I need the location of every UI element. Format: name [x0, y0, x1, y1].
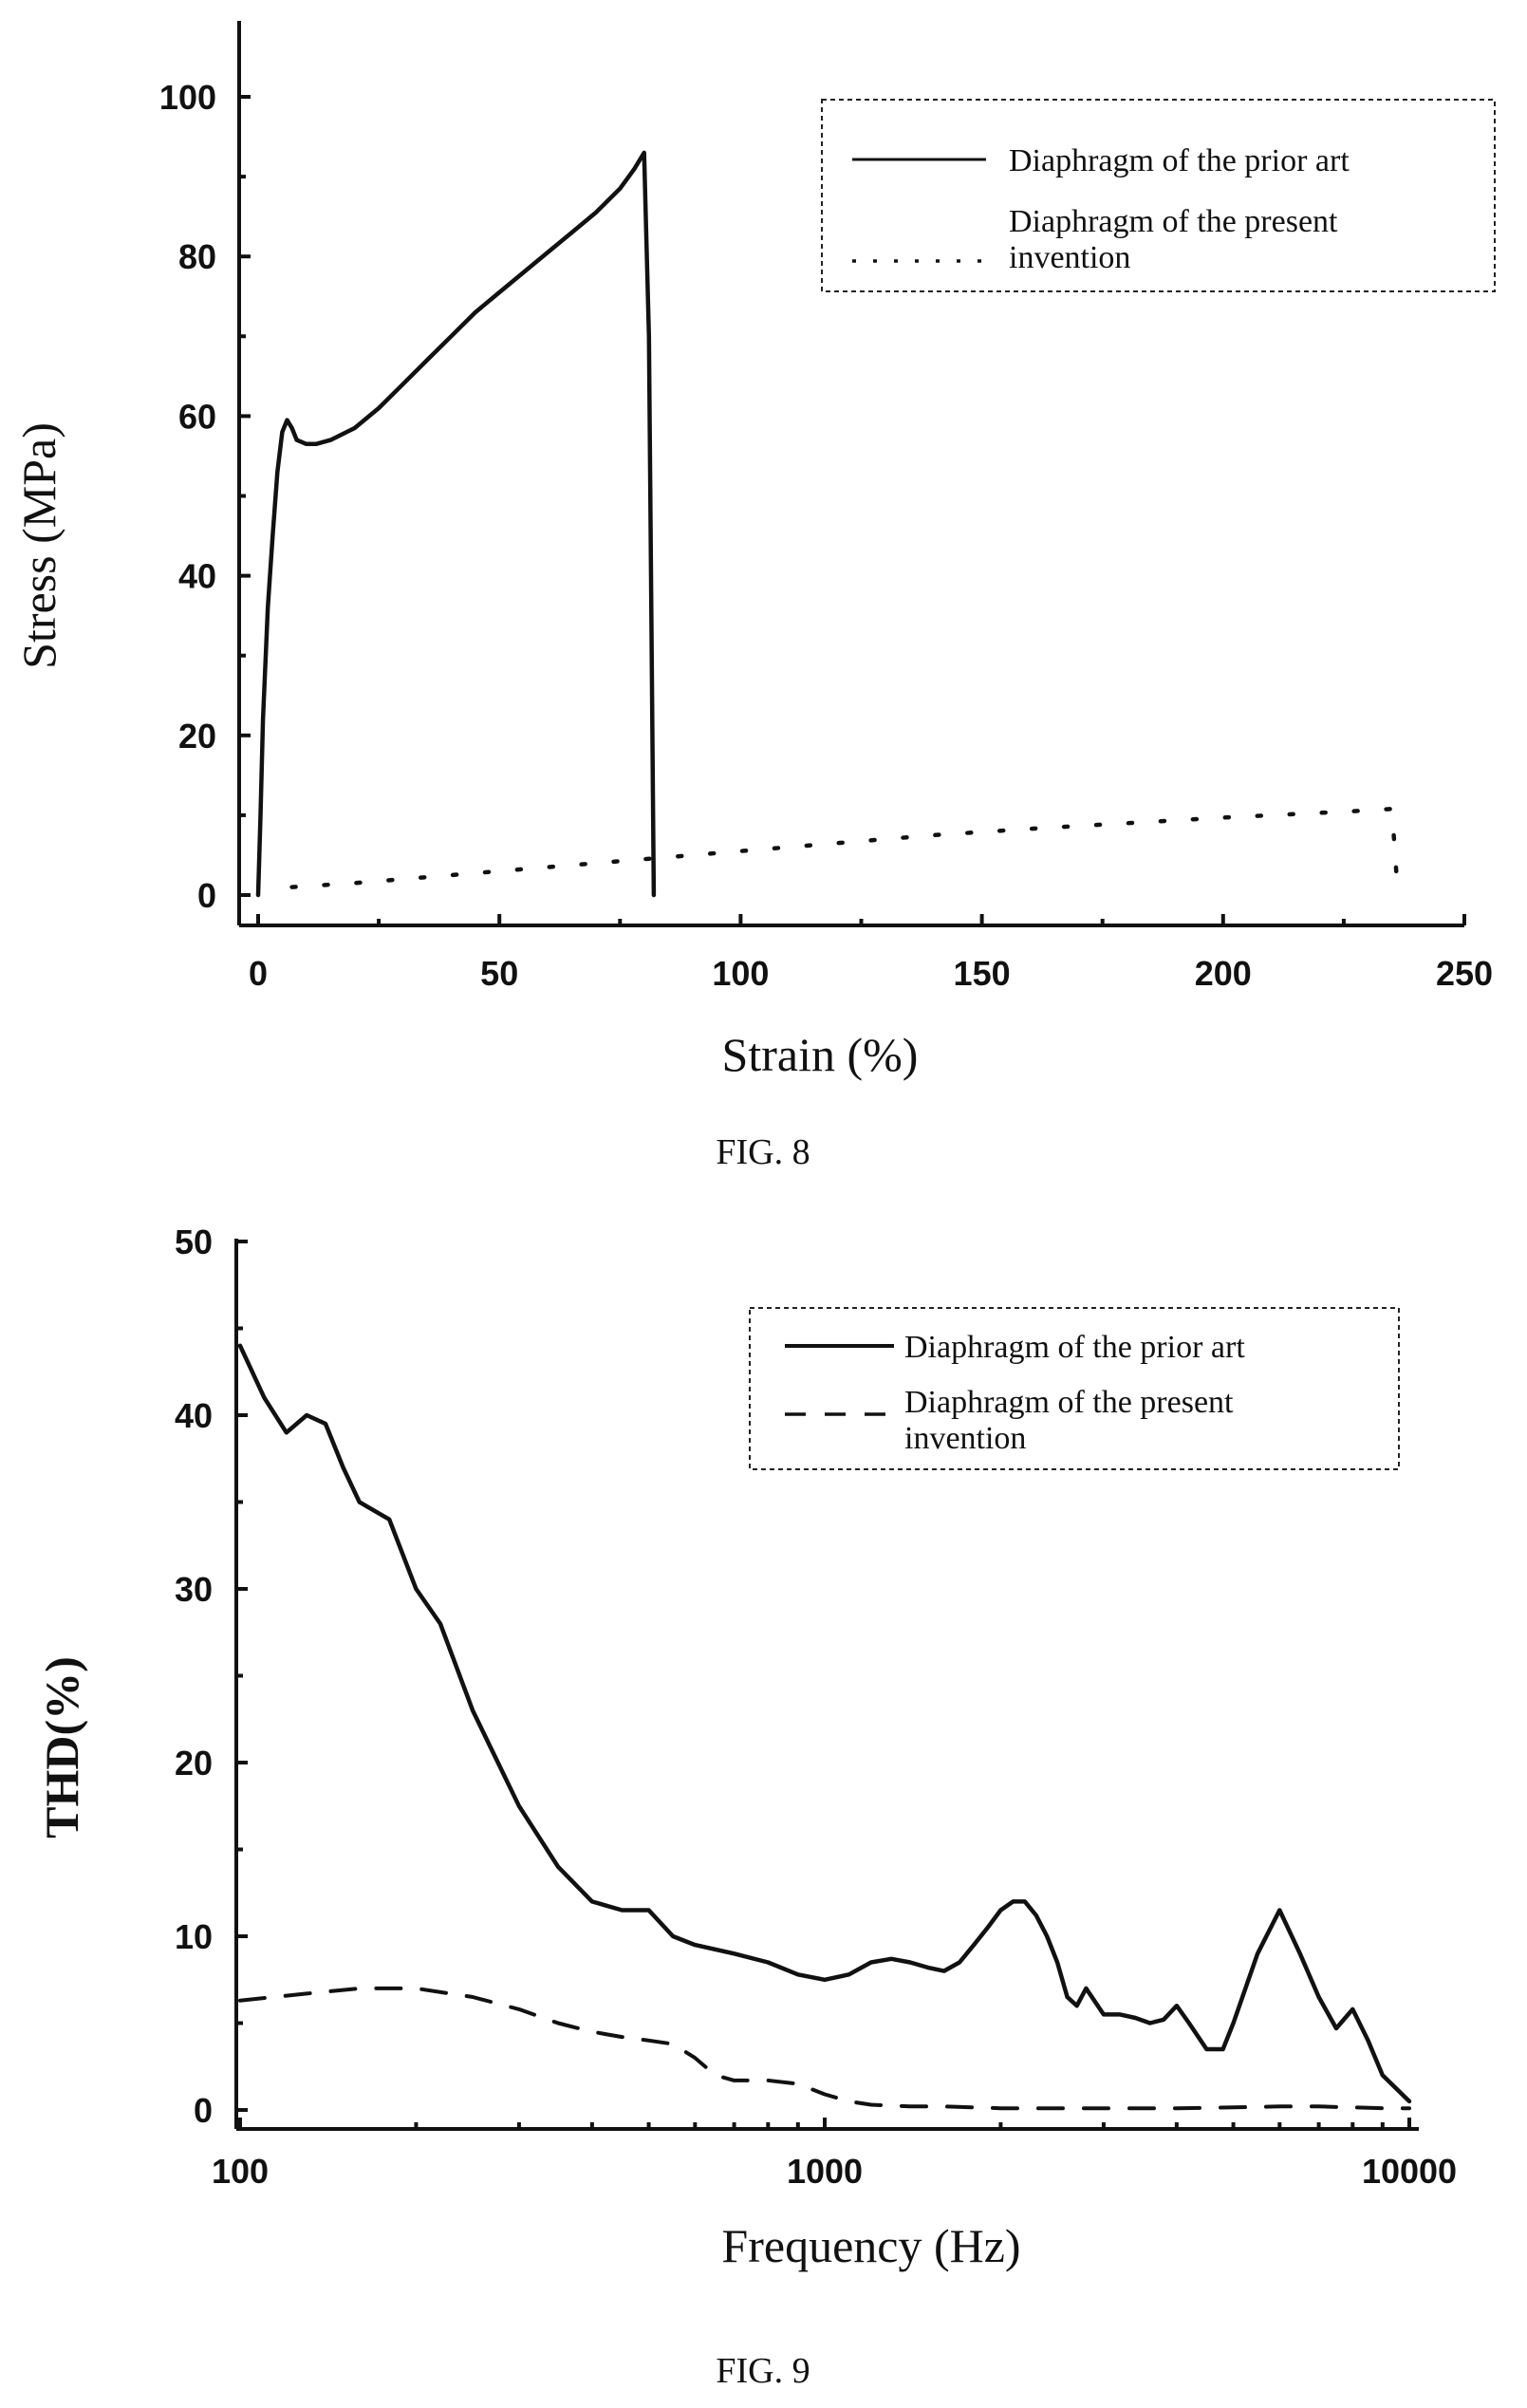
fig8-x-tick-label: 250 — [1436, 954, 1493, 993]
fig9-series-present-invention-line — [238, 1986, 1411, 2111]
thd-frequency-chart: 100 1000 10000 0 10 20 30 40 50 Diaphragm of the… — [35, 1223, 1457, 2391]
fig9-x-tick-label: 100 — [212, 2152, 269, 2191]
fig8-series — [255, 150, 1400, 898]
fig9-y-axis-title: THD(%) — [35, 1656, 88, 1839]
fig8-series-prior-art-line — [255, 150, 657, 898]
fig9-y-tick-label: 30 — [175, 1570, 213, 1609]
fig8-y-tick-label: 20 — [178, 717, 216, 756]
fig8-legend-present-invention-label-line2: invention — [1009, 240, 1130, 275]
fig8-legend-prior-art-label: Diaphragm of the prior art — [1009, 143, 1350, 178]
fig9-caption: FIG. 9 — [716, 2351, 810, 2391]
fig8-legend-present-invention-label-line1: Diaphragm of the present — [1009, 204, 1338, 239]
fig9-y-tick-label: 40 — [175, 1396, 213, 1435]
fig9-x-axis-title: Frequency (Hz) — [721, 2219, 1020, 2272]
stress-strain-chart: 0 50 100 150 200 250 0 20 40 60 80 100 Diaphragm of… — [12, 21, 1496, 1172]
fig8-legend-box — [821, 99, 1496, 292]
fig8-y-tick-label: 80 — [178, 237, 216, 276]
fig9-y-tick-label: 10 — [175, 1917, 213, 1956]
fig9-legend-prior-art-label: Diaphragm of the prior art — [904, 1330, 1245, 1365]
fig8-y-tick-label: 100 — [159, 78, 216, 117]
fig8-y-tick-label: 0 — [197, 876, 216, 915]
fig8-y-tick-label: 60 — [178, 397, 216, 436]
fig9-y-tick-label: 0 — [194, 2091, 213, 2130]
fig8-x-tick-label: 100 — [712, 954, 769, 993]
fig8-legend: Diaphragm of the prior art Diaphragm of … — [821, 99, 1496, 292]
fig9-legend-present-invention-label-line2: invention — [904, 1421, 1026, 1456]
fig8-x-axis-title: Strain (%) — [722, 1028, 919, 1081]
fig8-y-tick-label: 40 — [178, 557, 216, 596]
fig9-y-tick-label: 50 — [175, 1223, 213, 1261]
fig8-x-tick-label: 50 — [480, 954, 518, 993]
fig9-ticks: 100 1000 10000 0 10 20 30 40 50 — [175, 1223, 1457, 2191]
fig9-axes — [234, 1239, 1419, 2131]
fig9-x-tick-label: 1000 — [787, 2152, 863, 2191]
fig8-x-tick-label: 0 — [249, 954, 268, 993]
fig8-ticks: 0 50 100 150 200 250 0 20 40 60 80 100 — [159, 78, 1493, 993]
fig8-y-axis-title: Stress (MPa) — [12, 422, 65, 669]
fig9-series — [237, 1343, 1412, 2111]
fig9-series-prior-art-line — [237, 1343, 1412, 2104]
fig9-legend-box — [749, 1307, 1400, 1470]
fig9-x-tick-label: 10000 — [1362, 2152, 1457, 2191]
fig9-y-tick-label: 20 — [175, 1744, 213, 1783]
fig8-x-tick-label: 150 — [954, 954, 1011, 993]
fig9-legend: Diaphragm of the prior art Diaphragm of … — [749, 1307, 1400, 1470]
fig8-axes — [237, 21, 1464, 927]
fig9-legend-present-invention-label-line1: Diaphragm of the present — [904, 1385, 1234, 1420]
fig8-series-present-invention-line — [289, 806, 1400, 889]
fig8-caption: FIG. 8 — [716, 1132, 810, 1172]
fig8-x-tick-label: 200 — [1195, 954, 1252, 993]
